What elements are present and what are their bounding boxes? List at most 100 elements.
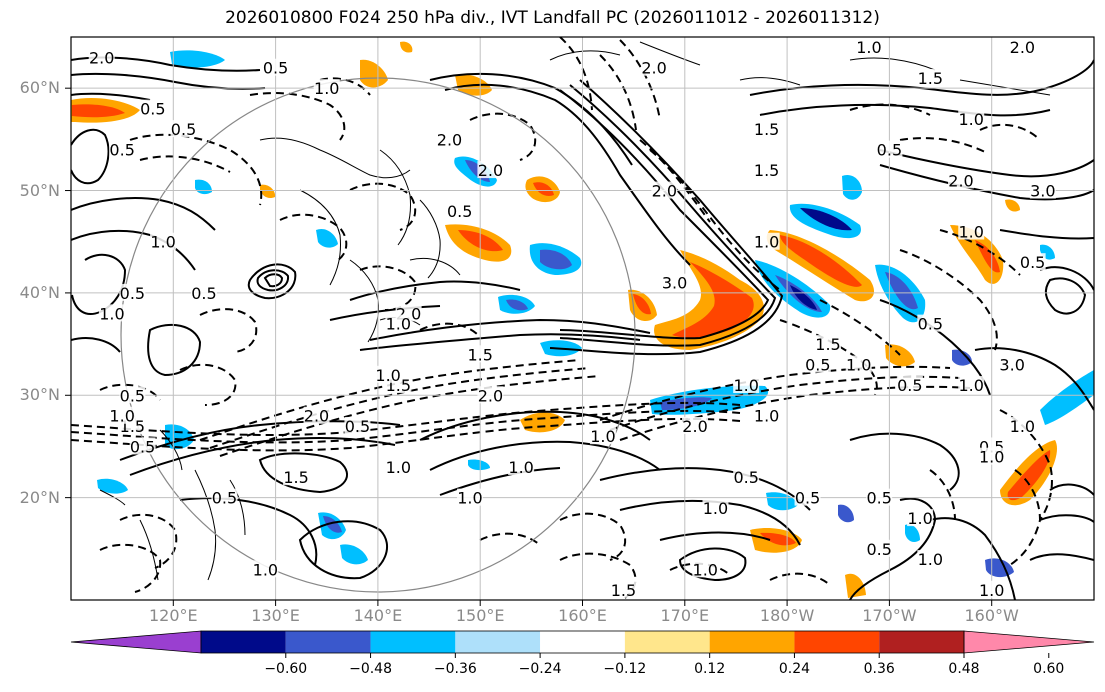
contour-label-bg (753, 161, 780, 179)
colorbar-extend-high (963, 630, 1095, 654)
contour-label: 1.0 (508, 458, 533, 477)
colorbar-tick-label: −0.60 (264, 661, 308, 677)
contour-label: 1.0 (386, 315, 411, 334)
contour-label: 1.0 (314, 79, 339, 98)
contour-label-bg (999, 355, 1026, 373)
contour-label: 0.5 (918, 315, 943, 334)
lat-label: 40°N (19, 282, 60, 302)
contour-label-bg (129, 437, 156, 455)
contour-label-bg (917, 314, 944, 332)
lon-label: 180°W (759, 606, 815, 625)
lat-label: 50°N (19, 180, 60, 200)
colorbar-outline (200, 630, 965, 654)
colorbar-swatch (370, 631, 456, 653)
contour-label-bg (682, 416, 709, 434)
contour-label: 1.0 (979, 448, 1004, 467)
contour-label: 1.0 (150, 233, 175, 252)
contour-label: 1.0 (99, 304, 124, 323)
contour-label: 1.0 (959, 376, 984, 395)
colorbar-tick-label: −0.24 (518, 661, 562, 677)
contour-label-bg (866, 539, 893, 557)
contour-label: 1.0 (846, 356, 871, 375)
lat-label: 30°N (19, 385, 60, 405)
contour-label-bg (170, 120, 197, 138)
contour-label-bg (876, 140, 903, 158)
colorbar-swatch (879, 631, 964, 653)
contour-label: 1.0 (907, 509, 932, 528)
contour-label-bg (866, 488, 893, 506)
contour-label-bg (109, 406, 136, 424)
contour-label-bg (753, 120, 780, 138)
contour-label: 1.0 (590, 427, 615, 446)
contour-label: 2.0 (948, 171, 973, 190)
contour-label: 1.0 (375, 366, 400, 385)
contour-label: 0.5 (263, 59, 288, 78)
colorbar-tick-label: −0.12 (603, 661, 647, 677)
contour-label-bg (375, 365, 402, 383)
colorbar-tick-label: 0.48 (948, 661, 980, 677)
contour-label-bg (139, 99, 166, 117)
contour-label-bg (109, 140, 136, 158)
contour-label-bg (1009, 38, 1036, 56)
contour-label-bg (150, 232, 177, 250)
contour-label-bg (1029, 181, 1056, 199)
lat-label: 60°N (19, 78, 60, 98)
contour-label: 2.0 (478, 386, 503, 405)
contour-label: 2.0 (682, 417, 707, 436)
contour-label-bg (88, 48, 115, 66)
contour-label-bg (119, 283, 146, 301)
contour-label-bg (978, 447, 1005, 465)
contour-label-bg (119, 386, 146, 404)
contour-label: 1.0 (109, 407, 134, 426)
contour-label: 1.0 (733, 376, 758, 395)
contour-label: 2.0 (1010, 38, 1035, 57)
contour-label-bg (702, 498, 729, 516)
contour-label-bg (283, 468, 310, 486)
contour-label: 0.5 (897, 376, 922, 395)
contour-label: 1.5 (815, 335, 840, 354)
contour-label-bg (733, 376, 760, 394)
contour-label: 1.0 (703, 499, 728, 518)
contour-label-bg (385, 457, 412, 475)
contour-label: 1.0 (754, 407, 779, 426)
colorbar-swatch (455, 631, 541, 653)
contour-label-bg (641, 58, 668, 76)
colorbar-tick-label: 0.60 (1033, 661, 1065, 677)
contour-label-bg (794, 488, 821, 506)
colorbar-swatch (540, 631, 625, 653)
contour-label-bg (978, 580, 1005, 598)
contour-label: 0.5 (212, 489, 237, 508)
contour-label-bg (958, 376, 985, 394)
contour-label: 0.5 (109, 141, 134, 160)
contour-label-bg (190, 283, 217, 301)
contour-label-bg (753, 232, 780, 250)
axis-ticks (65, 87, 993, 606)
contour-label-bg (344, 416, 371, 434)
lon-label: 120°E (148, 606, 198, 625)
lon-label: 170°E (660, 606, 710, 625)
contour-label: 0.5 (120, 284, 145, 303)
colorbar-swatch (624, 631, 710, 653)
contour-label: 0.5 (140, 100, 165, 119)
contour-label-bg (692, 560, 719, 578)
contour-label: 0.5 (877, 141, 902, 160)
contour-label: 0.5 (795, 489, 820, 508)
lon-label: 150°E (455, 606, 505, 625)
contour-label-bg (651, 181, 678, 199)
lat-label: 20°N (19, 487, 60, 507)
contour-label: 0.5 (447, 202, 472, 221)
colorbar-tick-label: −0.48 (349, 661, 392, 677)
contour-label-bg (907, 509, 934, 527)
colorbar-tick-label: 0.24 (778, 661, 811, 677)
contour-label-bg (589, 427, 616, 445)
contour-label: 0.5 (130, 437, 155, 456)
lon-label: 140°E (353, 606, 403, 625)
contour-label: 3.0 (999, 356, 1024, 375)
colorbar-extend-low (70, 630, 202, 654)
contour-label: 1.0 (979, 581, 1004, 600)
contour-label-bg (477, 386, 504, 404)
colorbar-swatch (201, 631, 286, 653)
contour-label-bg (508, 457, 535, 475)
lon-label: 170°W (862, 606, 917, 625)
